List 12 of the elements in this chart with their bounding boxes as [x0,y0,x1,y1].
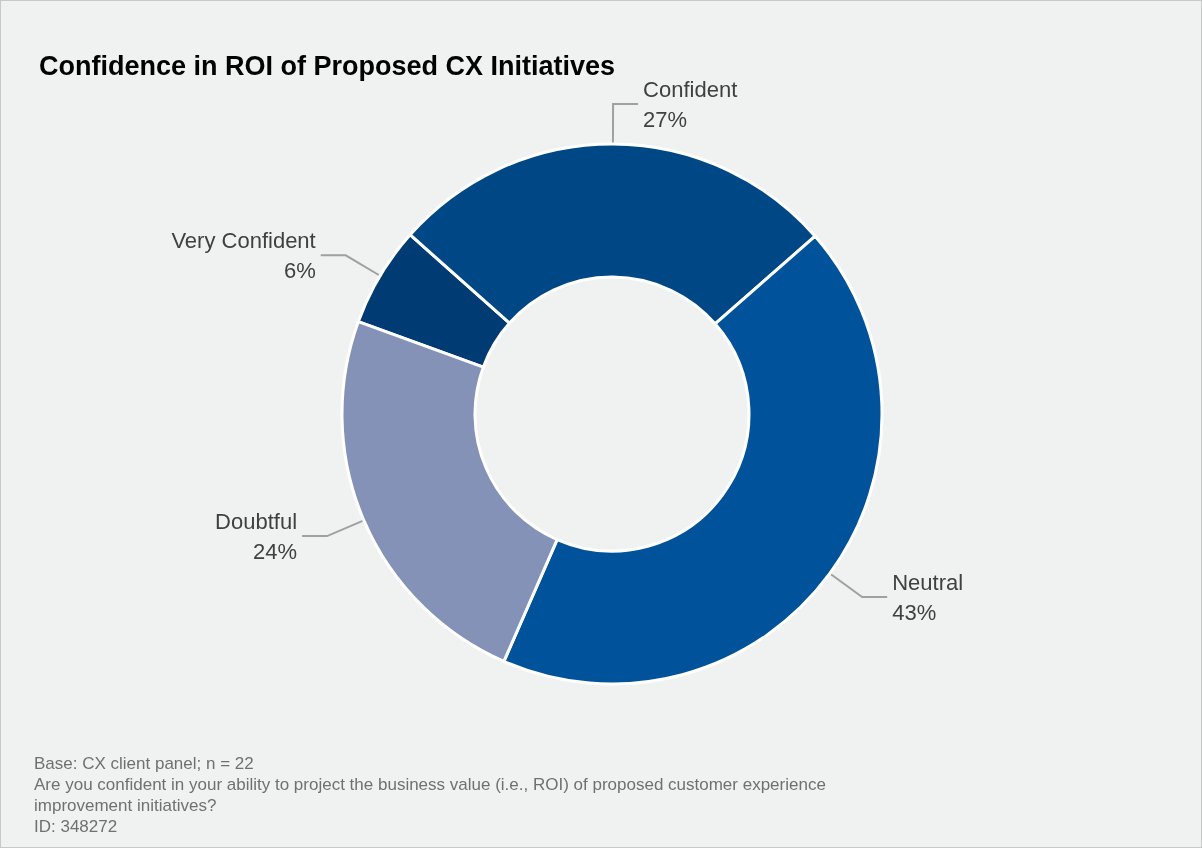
data-label: 27% [643,106,688,132]
slice-label: Neutral [892,569,964,595]
text: ID: 348272 [34,817,118,836]
slice-label: Very Confident [171,227,316,253]
text: Base: CX client panel; n = 22 [34,754,254,773]
chart-title: Confidence in ROI of Proposed CX Initiatives [39,50,616,81]
data-label: 6% [283,257,316,283]
slice-label: Doubtful [215,508,298,534]
slice-label: Confident [643,76,738,102]
data-label: 43% [892,599,937,625]
text: Are you confident in your ability to project the business value (i.e., ROI) of proposed customer experience improvement initiatives? [34,775,831,815]
data-label: 24% [253,538,298,564]
